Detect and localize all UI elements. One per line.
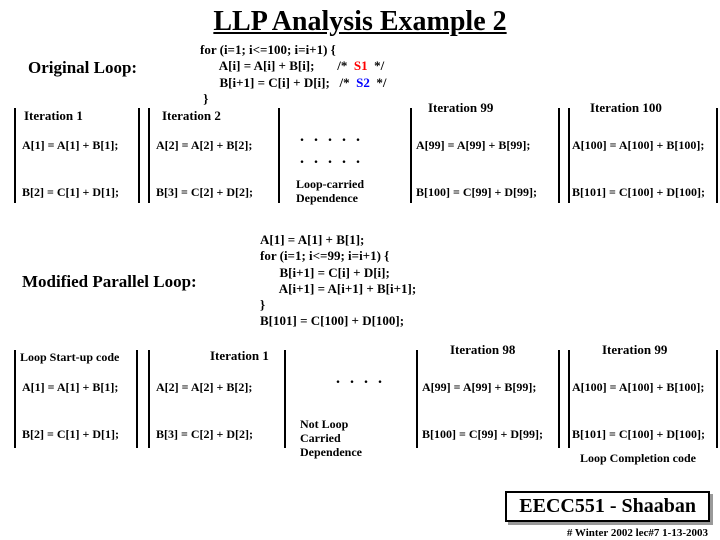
m-b101: B[101] = C[100] + D[100]; bbox=[572, 427, 705, 442]
w8 bbox=[716, 350, 718, 448]
m-a2: A[2] = A[2] + B[2]; bbox=[156, 380, 252, 395]
cell-b3: B[3] = C[2] + D[2]; bbox=[156, 185, 253, 200]
cell-b2: B[2] = C[1] + D[1]; bbox=[22, 185, 119, 200]
m-a1: A[1] = A[1] + B[1]; bbox=[22, 380, 118, 395]
m-a100: A[100] = A[100] + B[100]; bbox=[572, 380, 704, 395]
dots-b: .... bbox=[336, 370, 392, 388]
m-b2: B[2] = C[1] + D[1]; bbox=[22, 427, 119, 442]
v8 bbox=[716, 108, 718, 203]
v5 bbox=[410, 108, 412, 203]
cell-a1: A[1] = A[1] + B[1]; bbox=[22, 138, 118, 153]
v6 bbox=[558, 108, 560, 203]
m-b3: B[3] = C[2] + D[2]; bbox=[156, 427, 253, 442]
iter98-label: Iteration 98 bbox=[450, 342, 515, 358]
page-title: LLP Analysis Example 2 bbox=[0, 0, 720, 38]
completion-note: Loop Completion code bbox=[580, 452, 696, 466]
iter99b-label: Iteration 99 bbox=[602, 342, 667, 358]
w7 bbox=[568, 350, 570, 448]
w2 bbox=[136, 350, 138, 448]
footer-tag: # Winter 2002 lec#7 1-13-2003 bbox=[567, 527, 708, 539]
w4 bbox=[284, 350, 286, 448]
modified-loop-code: A[1] = A[1] + B[1]; for (i=1; i<=99; i=i… bbox=[260, 232, 416, 330]
v1 bbox=[14, 108, 16, 203]
cell-b100: B[100] = C[99] + D[99]; bbox=[416, 185, 537, 200]
loop-carried-note: Loop-carried Dependence bbox=[296, 178, 364, 206]
cell-a100: A[100] = A[100] + B[100]; bbox=[572, 138, 704, 153]
cell-a99: A[99] = A[99] + B[99]; bbox=[416, 138, 530, 153]
iter100-label: Iteration 100 bbox=[590, 100, 662, 116]
dots-mid: ..... bbox=[300, 150, 370, 168]
v2 bbox=[138, 108, 140, 203]
v7 bbox=[568, 108, 570, 203]
iter1b-label: Iteration 1 bbox=[210, 348, 269, 364]
startup-label: Loop Start-up code bbox=[20, 350, 119, 365]
cell-a2: A[2] = A[2] + B[2]; bbox=[156, 138, 252, 153]
original-loop-code: for (i=1; i<=100; i=i+1) { A[i] = A[i] +… bbox=[200, 42, 387, 107]
iter2-label: Iteration 2 bbox=[162, 108, 221, 124]
footer-box: EECC551 - Shaaban bbox=[505, 491, 710, 522]
w3 bbox=[148, 350, 150, 448]
cell-b101: B[101] = C[100] + D[100]; bbox=[572, 185, 705, 200]
modified-loop-label: Modified Parallel Loop: bbox=[22, 272, 197, 292]
m-a99: A[99] = A[99] + B[99]; bbox=[422, 380, 536, 395]
iter1-label: Iteration 1 bbox=[24, 108, 83, 124]
w1 bbox=[14, 350, 16, 448]
w5 bbox=[416, 350, 418, 448]
w6 bbox=[558, 350, 560, 448]
not-loop-note: Not Loop Carried Dependence bbox=[300, 418, 362, 459]
dots-top: ..... bbox=[300, 128, 370, 146]
m-b100: B[100] = C[99] + D[99]; bbox=[422, 427, 543, 442]
original-loop-label: Original Loop: bbox=[28, 58, 137, 78]
v3 bbox=[148, 108, 150, 203]
v4 bbox=[278, 108, 280, 203]
iter99-label: Iteration 99 bbox=[428, 100, 493, 116]
